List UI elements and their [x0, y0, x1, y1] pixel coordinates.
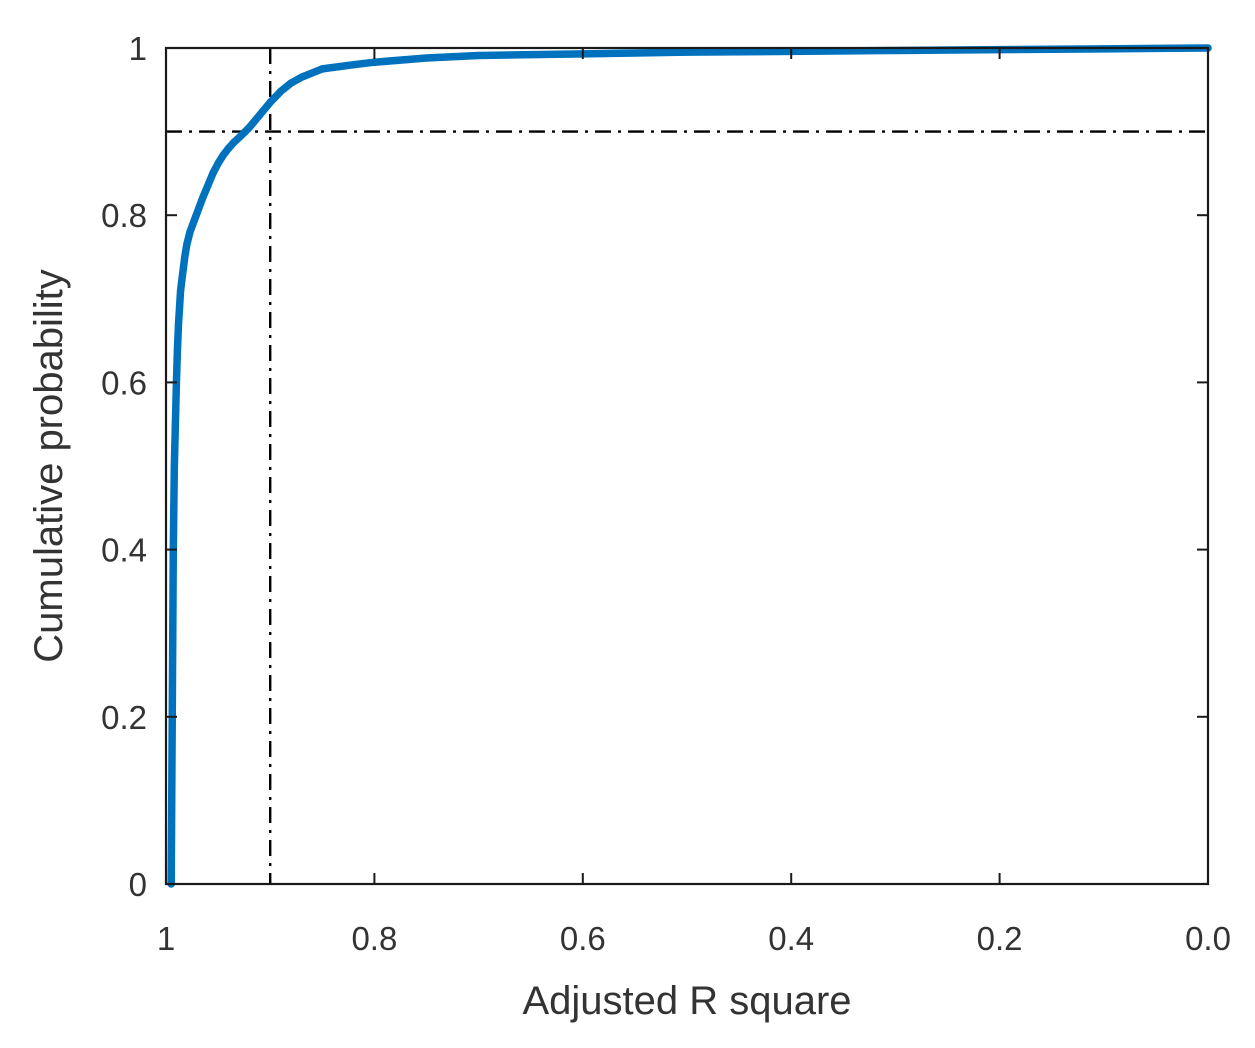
y-tick-label: 0.2 [101, 699, 147, 736]
x-tick-label: 1 [157, 920, 175, 957]
cdf-data-point [237, 132, 245, 140]
cdf-data-point [256, 111, 264, 119]
cdf-data-point [308, 69, 316, 77]
ticks-layer [165, 47, 1209, 885]
x-tick-label: 0.4 [768, 920, 814, 957]
cdf-data-point [219, 151, 227, 159]
cdf-data-point [277, 87, 285, 96]
y-axis-title: Cumulative probability [27, 269, 71, 663]
cdf-data-point [171, 420, 179, 428]
plot-frame [164, 46, 1210, 886]
cdf-data-point [214, 159, 222, 167]
cdf-data-point [175, 303, 184, 311]
x-tick-label: 0.6 [560, 920, 606, 957]
cdf-data-point [209, 169, 217, 177]
x-tick-labels: 1 0.8 0.6 0.4 0.2 0.0 [157, 920, 1231, 957]
cdf-data-point [349, 61, 358, 69]
x-tick-label: 0.8 [351, 920, 397, 957]
cdf-data-point [422, 54, 431, 62]
cdf-data-point [475, 51, 483, 60]
cdf-data-point [189, 219, 197, 228]
y-tick-label: 1 [129, 30, 147, 67]
cdf-data-point [170, 462, 178, 470]
cdf-data-point [174, 320, 183, 328]
x-tick-label: 0.2 [977, 920, 1023, 957]
cdf-data-point [179, 270, 187, 278]
cdf-data-point [195, 203, 203, 211]
cdf-data-point [186, 228, 194, 236]
cdf-data-point [230, 138, 238, 147]
y-tick-labels: 0 0.2 0.4 0.6 0.8 1 [101, 30, 147, 903]
x-tick-label: 0.0 [1185, 920, 1231, 957]
cdf-data-point [176, 286, 185, 295]
cdf-data-point [183, 240, 191, 249]
cdf-data-point [318, 65, 326, 73]
y-tick-label: 0.8 [101, 197, 147, 234]
cdf-data-point [266, 98, 274, 106]
y-tick-label: 0 [129, 866, 147, 903]
reference-lines [166, 48, 1208, 884]
cdf-data-point [198, 194, 207, 203]
cdf-data-point [370, 58, 378, 66]
cdf-data-point [181, 253, 189, 261]
x-axis-title: Adjusted R square [522, 979, 851, 1023]
cdf-data-point [204, 182, 212, 190]
cdf-data-point [245, 123, 253, 132]
cdf-data-point [224, 144, 233, 152]
cdf-data-point [192, 211, 200, 219]
y-tick-label: 0.6 [101, 364, 147, 401]
cdf-data-point [297, 73, 306, 81]
cdf-data-point [287, 79, 295, 87]
cdf-data-point [683, 48, 691, 56]
cdf-data-point [173, 345, 182, 353]
y-tick-label: 0.4 [101, 532, 147, 569]
